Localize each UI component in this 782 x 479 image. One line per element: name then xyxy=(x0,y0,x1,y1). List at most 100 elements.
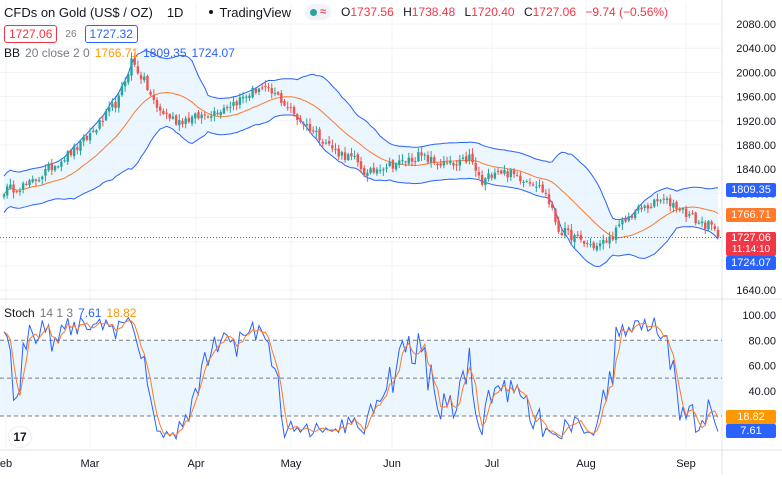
candle-body xyxy=(347,154,350,161)
candle-body xyxy=(595,245,599,250)
candle xyxy=(327,136,331,147)
candle xyxy=(133,53,136,67)
candle xyxy=(280,90,283,107)
candle-body xyxy=(343,152,347,160)
candle xyxy=(362,165,366,178)
candle xyxy=(700,216,704,228)
candle xyxy=(509,167,513,182)
candle-body xyxy=(477,172,481,176)
stoch-legend[interactable]: Stoch 14 1 3 7.61 18.82 xyxy=(4,306,136,320)
candle xyxy=(484,177,487,191)
symbol-title[interactable]: CFDs on Gold (US$ / OZ) xyxy=(4,4,153,20)
candle xyxy=(225,104,229,112)
candle xyxy=(557,216,560,234)
candle-body xyxy=(382,169,385,171)
candle-body xyxy=(544,192,548,194)
candle-body xyxy=(88,133,92,141)
candle xyxy=(592,240,595,251)
candle xyxy=(18,187,22,196)
candle xyxy=(503,165,506,176)
tradingview-logo[interactable]: 17 xyxy=(9,427,31,447)
candle xyxy=(621,217,624,231)
candle-body xyxy=(633,211,637,218)
candle xyxy=(305,118,309,131)
candle xyxy=(178,114,181,131)
candle xyxy=(171,111,175,120)
countdown-tag: 11:14:10 xyxy=(726,244,776,256)
candle-body xyxy=(245,96,248,98)
candle xyxy=(560,228,564,237)
candle xyxy=(378,164,382,174)
candle xyxy=(579,230,583,243)
candle xyxy=(162,108,165,115)
candle-body xyxy=(490,174,493,178)
candle-body xyxy=(554,208,557,223)
candle xyxy=(598,239,602,251)
candle-body xyxy=(299,118,302,122)
candle xyxy=(321,138,324,148)
candle xyxy=(637,204,640,214)
stoch-name: Stoch xyxy=(4,306,35,320)
candle xyxy=(28,178,31,188)
candle-body xyxy=(471,153,474,163)
candle xyxy=(541,180,544,194)
market-status-pill[interactable]: ≈ xyxy=(304,4,332,20)
candle-body xyxy=(337,148,340,157)
candle xyxy=(340,150,344,160)
candle-body xyxy=(480,175,484,185)
candle-body xyxy=(44,169,47,176)
candle xyxy=(114,96,117,113)
bb-basis-value: 1766.71 xyxy=(94,46,139,60)
candle-body xyxy=(694,212,697,224)
timeframe-label[interactable]: 1D xyxy=(166,4,184,20)
candle-body xyxy=(178,119,181,126)
candle xyxy=(324,138,328,145)
stoch-d-line xyxy=(3,320,719,438)
candle xyxy=(627,212,630,223)
candle-body xyxy=(713,226,717,230)
candle xyxy=(474,157,477,177)
candle xyxy=(273,87,277,97)
candle xyxy=(563,222,567,239)
axes: 2080.00 2040.00 2000.00 1960.00 1920.00 1880.… xyxy=(0,19,776,470)
stoch-k-value: 7.61 xyxy=(78,306,102,320)
candle-body xyxy=(659,200,662,202)
candle xyxy=(107,101,111,117)
candle-body xyxy=(82,137,85,142)
candle-body xyxy=(251,87,254,98)
candle xyxy=(449,155,452,166)
bb-upper-value: 1809.35 xyxy=(143,46,187,60)
ask-button[interactable]: 1727.32 xyxy=(84,25,138,43)
candle-body xyxy=(206,116,210,118)
candle xyxy=(423,152,426,161)
candle xyxy=(353,150,356,160)
candle-body xyxy=(305,123,309,126)
candle-body xyxy=(716,229,720,238)
candle-body xyxy=(229,106,232,108)
candle-body xyxy=(388,161,391,166)
candle-body xyxy=(31,179,34,182)
bid-button[interactable]: 1727.06 xyxy=(4,25,58,43)
candle xyxy=(88,127,92,145)
candle-body xyxy=(260,87,264,89)
candle xyxy=(334,143,337,155)
candle-body xyxy=(69,149,73,156)
candle-body xyxy=(570,229,573,241)
candle-body xyxy=(439,163,442,166)
candle-body xyxy=(187,117,191,122)
candle-body xyxy=(637,206,640,211)
candle xyxy=(464,151,468,165)
candle-body xyxy=(681,208,685,210)
candle-body xyxy=(442,161,446,166)
candle-body xyxy=(37,179,41,181)
candle-body xyxy=(356,154,360,163)
candle-body xyxy=(704,222,707,229)
candle xyxy=(337,144,340,160)
bb-legend[interactable]: BB 20 close 2 0 1766.71 1809.35 1724.07 xyxy=(4,46,235,60)
candle-body xyxy=(528,182,532,184)
high-value: 1738.48 xyxy=(411,5,456,19)
candle xyxy=(662,193,666,204)
candle xyxy=(15,190,18,194)
